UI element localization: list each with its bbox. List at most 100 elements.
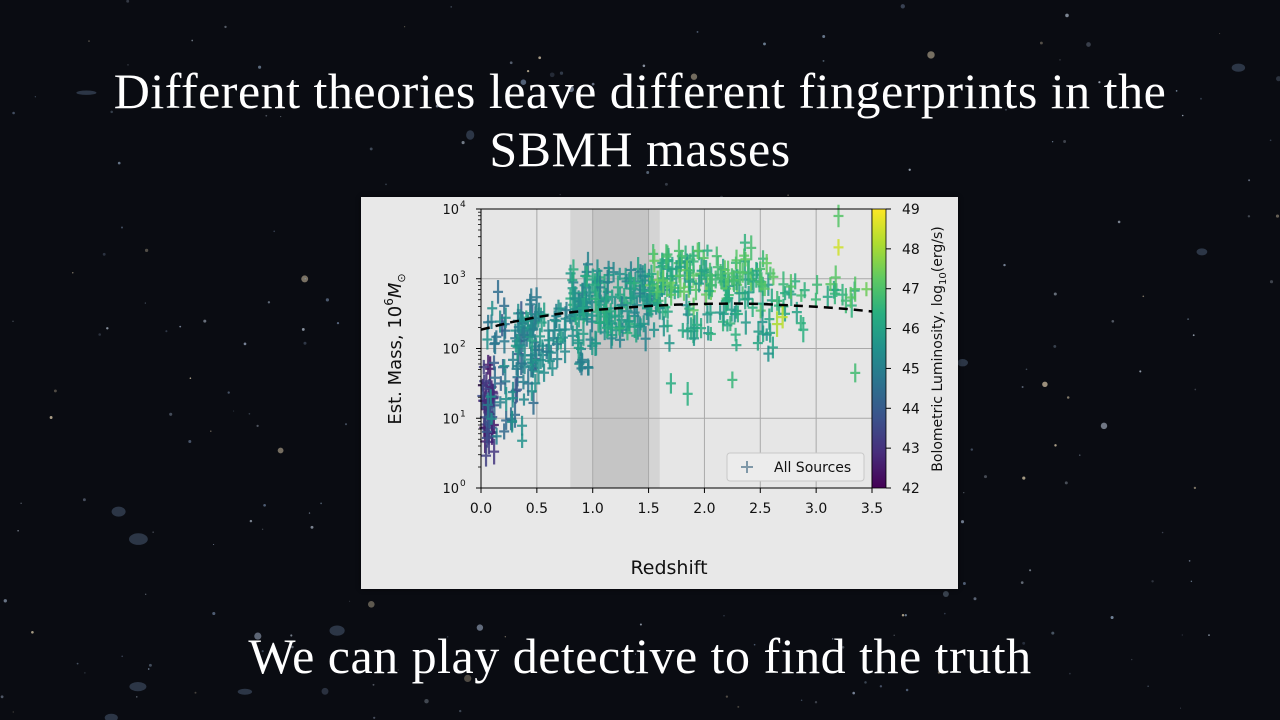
star — [1187, 318, 1189, 320]
star — [963, 492, 964, 493]
colorbar-tick-label: 42 — [902, 481, 920, 497]
star — [1191, 581, 1192, 582]
star — [88, 40, 89, 41]
star — [560, 194, 561, 195]
x-tick-label: 0.0 — [470, 501, 492, 517]
star — [905, 614, 907, 616]
star — [1219, 33, 1220, 34]
chart-panel: 0.0 0.5 1.0 1.5 2.0 2.5 3.0 3.5 10 0 10 1 10 2 10 3 10 4… — [361, 197, 958, 589]
star — [852, 692, 855, 695]
star — [1276, 215, 1279, 218]
star — [256, 425, 258, 427]
star — [665, 183, 668, 186]
y-tick-label: 10 — [442, 203, 459, 218]
star — [1042, 382, 1047, 387]
star — [228, 391, 230, 393]
star — [450, 6, 452, 8]
colorbar-tick-label: 49 — [902, 202, 920, 218]
slide-subtitle: We can play detective to find the truth — [0, 626, 1280, 686]
star — [322, 688, 329, 695]
star — [145, 594, 146, 595]
star — [1067, 396, 1070, 399]
star — [165, 330, 167, 332]
colorbar-tick-label: 46 — [902, 322, 920, 338]
star — [320, 503, 322, 505]
y-tick-label: 10 — [442, 273, 459, 288]
colorbar-tick-label: 43 — [902, 441, 920, 457]
star — [723, 615, 724, 616]
y-tick-label: 10 — [442, 412, 459, 427]
y-tick-label: 10 — [442, 482, 459, 497]
y-tick-exponent: 3 — [460, 270, 466, 280]
star — [169, 413, 172, 416]
star — [244, 343, 247, 346]
star — [1054, 444, 1056, 446]
star — [1003, 264, 1005, 266]
y-axis-label: Est. Mass, 106M⊙ — [382, 273, 408, 424]
star — [20, 503, 21, 504]
star — [309, 512, 310, 513]
x-tick-label: 2.0 — [693, 501, 715, 517]
y-tick-exponent: 0 — [460, 479, 466, 489]
star — [213, 544, 214, 545]
star — [302, 328, 305, 331]
star — [1021, 581, 1024, 584]
star — [311, 526, 314, 529]
x-tick-label: 1.0 — [582, 501, 604, 517]
star — [459, 710, 461, 712]
slide-title-line-2: SBMH masses — [0, 120, 1280, 178]
star — [1079, 455, 1080, 456]
star — [902, 614, 904, 616]
star — [1065, 14, 1069, 18]
star — [801, 699, 803, 701]
star — [1101, 423, 1107, 429]
star — [273, 231, 275, 233]
star — [368, 601, 375, 608]
y-tick-exponent: 1 — [460, 409, 466, 419]
star — [268, 301, 270, 303]
star — [763, 42, 766, 45]
star — [190, 377, 192, 379]
star — [203, 320, 206, 323]
x-tick-label: 0.5 — [526, 501, 548, 517]
star — [303, 342, 306, 345]
star — [901, 4, 905, 8]
star — [106, 327, 108, 329]
x-tick-label: 3.0 — [805, 501, 827, 517]
star — [349, 601, 350, 602]
star — [249, 413, 251, 415]
star — [726, 695, 728, 697]
star — [963, 582, 966, 585]
star — [1248, 179, 1250, 181]
star — [1022, 386, 1024, 388]
star — [191, 40, 193, 42]
colorbar — [872, 209, 886, 488]
star — [345, 423, 347, 425]
star — [83, 498, 86, 501]
star — [1194, 487, 1196, 489]
colorbar-label-sub: 10 — [938, 272, 949, 285]
star — [1151, 580, 1153, 582]
y-axis-label-text: Est. Mass, 10 — [385, 306, 406, 425]
star — [1162, 532, 1164, 534]
star — [943, 591, 949, 597]
y-tick-exponent: 4 — [460, 200, 466, 210]
star — [153, 532, 154, 533]
star — [984, 475, 987, 478]
slide-title: Different theories leave different finge… — [0, 62, 1280, 178]
star — [179, 326, 181, 328]
star — [224, 26, 226, 28]
star — [12, 321, 13, 322]
star — [697, 31, 699, 33]
star — [103, 253, 106, 256]
star — [1, 695, 4, 698]
galaxy — [112, 507, 126, 517]
y-tick-label: 10 — [442, 343, 459, 358]
star — [971, 448, 973, 450]
star — [210, 431, 211, 432]
star — [1142, 295, 1144, 297]
y-tick-exponent: 2 — [460, 340, 466, 350]
star — [145, 249, 148, 252]
star — [305, 278, 306, 279]
star — [1270, 280, 1273, 283]
